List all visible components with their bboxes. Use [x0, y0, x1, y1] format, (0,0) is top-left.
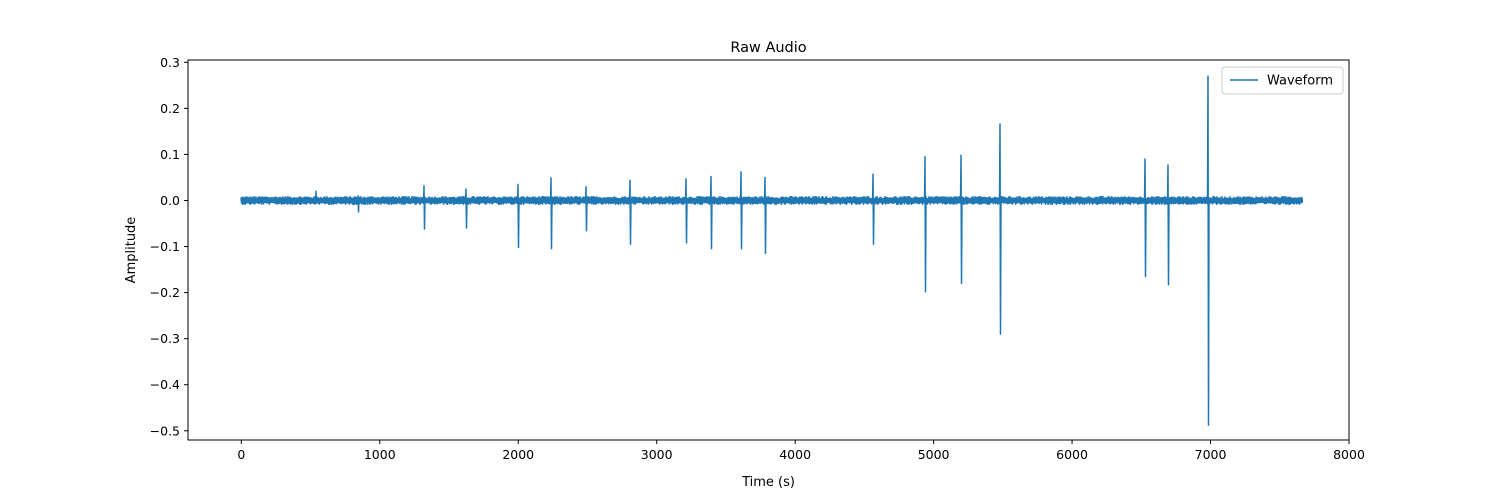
- chart-title: Raw Audio: [730, 40, 806, 56]
- x-axis-label: Time (s): [741, 475, 795, 490]
- legend: Waveform: [1221, 66, 1344, 95]
- plot-area: [240, 75, 1304, 427]
- waveform-series-line: [240, 75, 1304, 427]
- y-axis-label: Amplitude: [124, 217, 139, 284]
- x-tick-label: 4000: [779, 447, 811, 462]
- y-tick-label: −0.3: [150, 331, 180, 346]
- legend-box: [1221, 66, 1344, 95]
- y-tick-label: 0.2: [160, 101, 180, 116]
- y-tick-label: −0.4: [150, 377, 180, 392]
- y-tick-label: 0.1: [160, 147, 180, 162]
- x-tick-label: 3000: [641, 447, 673, 462]
- y-axis: 0.3 0.2 0.1 0.0 −0.1 −0.2 −0.3 −0.4 −0.5: [150, 55, 188, 438]
- plot-frame: [187, 59, 1350, 441]
- x-tick-label: 8000: [1333, 447, 1365, 462]
- y-tick-label: −0.1: [150, 239, 180, 254]
- x-tick-label: 5000: [918, 447, 950, 462]
- x-tick-label: 6000: [1056, 447, 1088, 462]
- x-axis: 0 1000 2000 3000 4000 5000 6000 7000 8000: [237, 440, 1365, 462]
- x-tick-label: 2000: [502, 447, 534, 462]
- y-tick-label: 0.3: [160, 55, 180, 70]
- y-tick-label: −0.2: [150, 285, 180, 300]
- y-tick-label: −0.5: [150, 423, 180, 438]
- x-tick-label: 1000: [364, 447, 396, 462]
- x-tick-label: 0: [237, 447, 245, 462]
- x-tick-label: 7000: [1195, 447, 1227, 462]
- legend-label: Waveform: [1267, 74, 1333, 89]
- y-tick-label: 0.0: [160, 193, 180, 208]
